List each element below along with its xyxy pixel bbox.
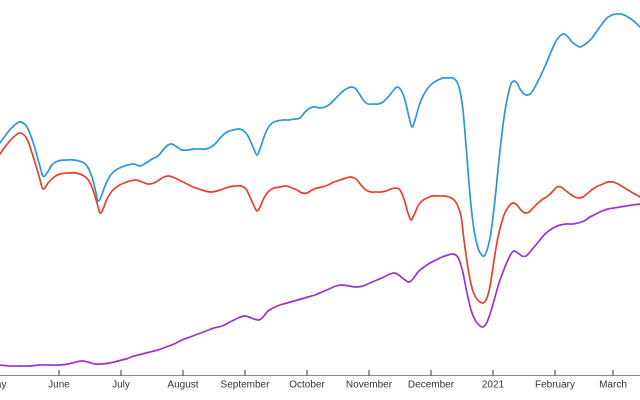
x-axis-label: February xyxy=(535,380,575,391)
x-axis-label: July xyxy=(112,380,130,391)
x-axis-label: May xyxy=(0,380,6,391)
series-line-purple xyxy=(0,203,640,367)
x-axis-label: June xyxy=(48,380,70,391)
x-axis-label: March xyxy=(599,380,627,391)
x-axis-label: 2021 xyxy=(482,380,505,391)
x-axis-label: October xyxy=(289,380,325,391)
x-axis-label: September xyxy=(221,380,271,391)
x-axis-label: November xyxy=(346,380,393,391)
series-line-blue xyxy=(0,12,640,258)
x-axis-label: December xyxy=(408,380,455,391)
series-line-red xyxy=(0,131,640,304)
x-axis-label: August xyxy=(167,380,198,391)
